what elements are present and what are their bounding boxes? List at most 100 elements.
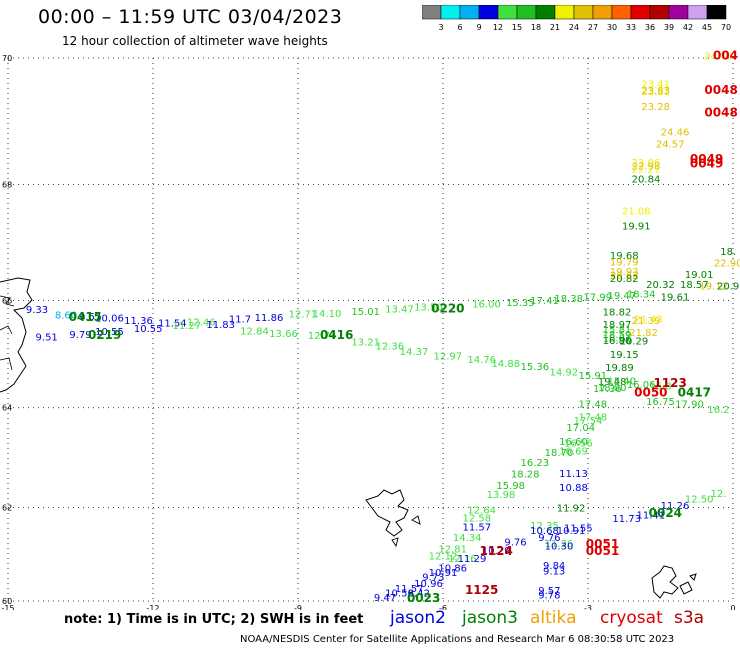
swh-value-label: 12.97 (434, 351, 463, 362)
swh-value-label: 12.74 (308, 331, 337, 342)
lat-tick-label: 70 (2, 54, 12, 63)
swh-value-label: 17.90 (675, 400, 704, 411)
shetland-islands (651, 565, 697, 599)
swh-value-label: 20.82 (610, 274, 639, 285)
colorbar-label: 36 (645, 23, 655, 32)
lon-tick-label: -15 (1, 604, 14, 610)
swh-value-label: 11.54 (158, 318, 187, 329)
swh-value-label: 9.33 (26, 305, 48, 316)
swh-value-label: 14.88 (492, 359, 521, 370)
iceland-coast-detail (0, 295, 15, 371)
swh-value-label: 10.91 (557, 526, 586, 537)
colorbar-label: 30 (607, 23, 617, 32)
credit-footer: NOAA/NESDIS Center for Satellite Applica… (240, 634, 675, 645)
swh-value-label: 18.97 (603, 320, 632, 331)
swh-value-label: 9.76 (504, 538, 526, 549)
land-coastlines (0, 277, 697, 599)
swh-value-label: 12.16 (448, 554, 477, 565)
swh-value-label: 14.37 (400, 347, 429, 358)
swh-value-label: 16.2 (707, 405, 729, 416)
swh-value-label: 20.62 (610, 271, 639, 282)
swh-value-label: 15.35 (506, 298, 535, 309)
swh-value-label: 23.83 (641, 86, 670, 97)
pass-time-label: 0048 (704, 83, 737, 97)
swh-value-label: 14.76 (467, 355, 496, 366)
pass-time-label: 1124 (479, 544, 512, 558)
lat-tick-label: 62 (2, 504, 12, 513)
pass-time-label: 0219 (88, 328, 121, 342)
swh-value-label: 18.00 (598, 383, 627, 394)
swh-value-label: 16.69 (559, 446, 588, 457)
swh-value-label: 12.46 (187, 317, 216, 328)
swh-value-label: 15.01 (351, 307, 380, 318)
iceland-coast (0, 277, 33, 393)
swh-value-label: 10.91 (429, 568, 458, 579)
swh-value-label: 11.92 (557, 503, 586, 514)
legend-altika: altika (530, 608, 577, 628)
pass-time-label: 1123 (653, 376, 686, 390)
swh-value-label: 17.54 (574, 416, 603, 427)
swh-value-label: 21.39 (632, 316, 661, 327)
map-subtitle: 12 hour collection of altimeter wave hei… (62, 34, 328, 48)
faroe-islands (365, 489, 409, 537)
colorbar-label: 24 (569, 23, 579, 32)
swh-value-label: 11.36 (124, 316, 153, 327)
swh-value-label: 9.78 (538, 590, 560, 601)
swh-value-label: 15.81 (603, 325, 632, 336)
swh-value-label: 11.41 (637, 511, 666, 522)
pass-time-label: 0415 (69, 310, 102, 324)
swh-value-label: 16.60 (559, 437, 588, 448)
legend-jason3: jason3 (462, 608, 518, 628)
swh-value-label: 11.26 (661, 501, 690, 512)
swh-value-label: 18.28 (511, 469, 540, 480)
colorbar-label: 45 (702, 23, 712, 32)
pass-time-label: 0416 (320, 328, 353, 342)
colorbar-label: 70 (721, 23, 731, 32)
swh-value-label: 10.30 (545, 541, 574, 552)
swh-value-label: 11.57 (463, 523, 492, 534)
swh-value-label: 23.28 (641, 102, 670, 113)
colorbar-label: 39 (664, 23, 674, 32)
swh-value-label: 13.98 (487, 490, 516, 501)
map-title: 00:00 – 11:59 UTC 03/04/2023 (38, 6, 343, 28)
pass-time-label: 0024 (649, 506, 682, 520)
swh-value-label: 18.82 (603, 307, 632, 318)
faroe-islets (391, 515, 421, 548)
swh-value-label: 19.91 (622, 222, 651, 233)
swh-value-label: 15.98 (496, 481, 525, 492)
swh-value-label: 15.8 (649, 382, 671, 393)
pass-time-label: 0049 (690, 156, 723, 170)
swh-value-label: 11.55 (564, 523, 593, 534)
swh-value-label: 17.36 (593, 384, 622, 395)
swh-value-label: 19.61 (661, 292, 690, 303)
swh-value-label: 11.83 (206, 320, 235, 331)
lat-tick-label: 66 (2, 296, 12, 305)
legend-s3a: s3a (674, 608, 705, 628)
swh-value-label: 13.66 (269, 329, 298, 340)
swh-value-label: 24.70 (704, 51, 733, 62)
swh-value-label: 10.56 (385, 588, 414, 599)
swh-value-label: 12.50 (685, 495, 714, 506)
swh-value-label: 15.36 (521, 362, 550, 373)
colorbar-label: 33 (626, 23, 636, 32)
pass-time-label: 004 (713, 48, 738, 62)
swh-value-label: 12. (711, 489, 727, 500)
colorbar-label: 27 (588, 23, 598, 32)
pass-time-label: 0048 (704, 105, 737, 119)
swh-value-label: 10.88 (559, 483, 588, 494)
pass-time-label: 0051 (586, 544, 619, 558)
swh-value-label: 18.38 (554, 294, 583, 305)
swh-value-label: 9.79 (69, 330, 91, 341)
swh-value-label: 23.41 (641, 79, 670, 90)
swh-value-label: 11.7 (229, 315, 251, 326)
swh-value-label: 10.68 (530, 526, 559, 537)
swh-value-label: 21.82 (629, 328, 658, 339)
swh-value-label: 14.34 (453, 533, 482, 544)
swh-value-label: 12.81 (438, 545, 467, 556)
swh-value-label: 16.06 (627, 380, 656, 391)
swh-value-label: 11.26 (545, 539, 574, 550)
